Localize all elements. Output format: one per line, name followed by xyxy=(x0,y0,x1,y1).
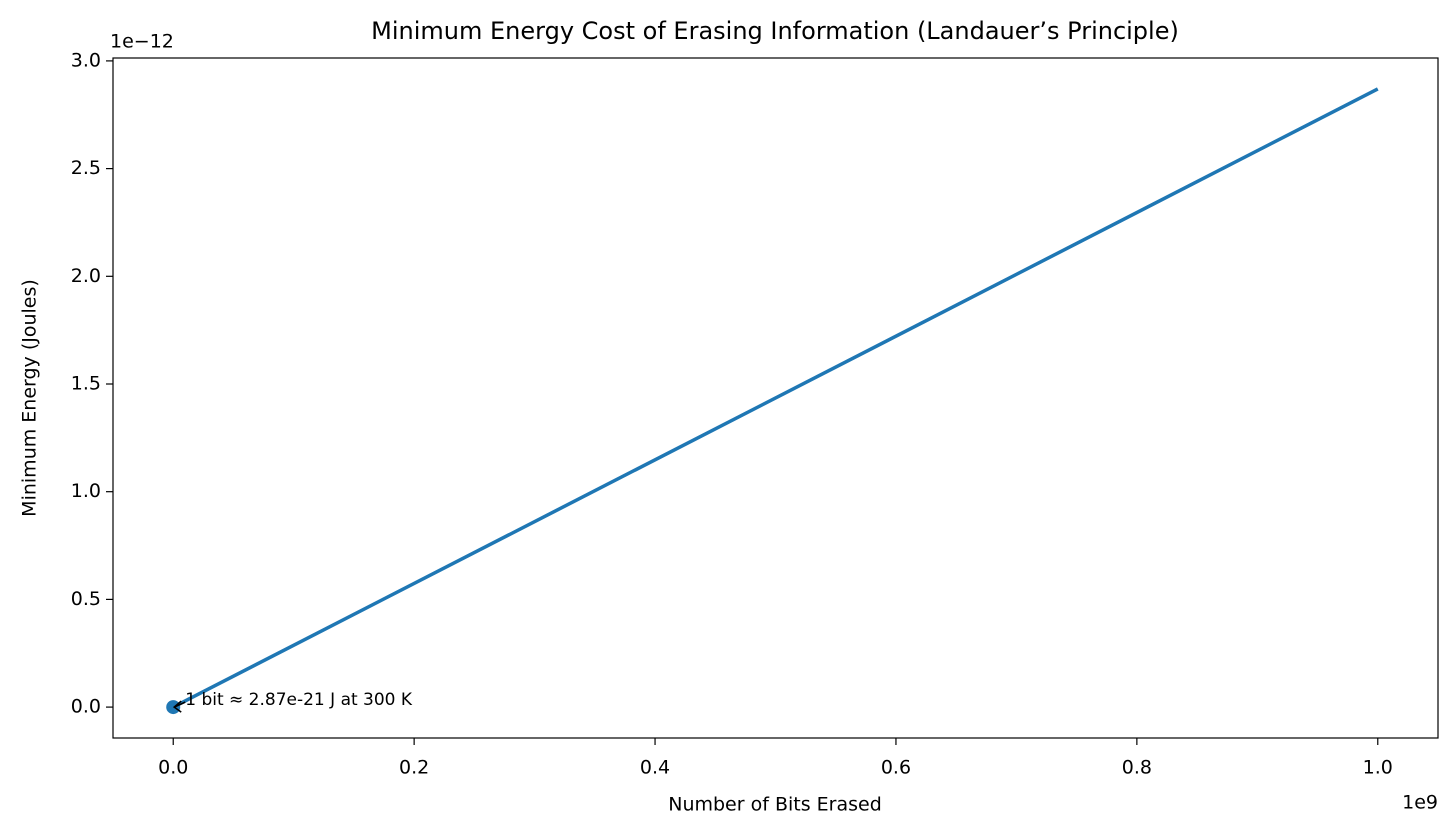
y-tick-label: 2.0 xyxy=(71,265,101,287)
x-tick-label: 0.2 xyxy=(399,757,429,779)
plot-frame xyxy=(112,57,1439,739)
x-tick-label: 0.6 xyxy=(881,757,911,779)
y-tick-label: 0.5 xyxy=(71,588,101,610)
x-tick-label: 0.8 xyxy=(1122,757,1152,779)
y-tick-label: 2.5 xyxy=(71,157,101,179)
chart-title: Minimum Energy Cost of Erasing Informati… xyxy=(371,17,1179,45)
x-offset-label: 1e9 xyxy=(1402,792,1438,814)
y-offset-label: 1e−12 xyxy=(110,31,174,53)
y-tick-label: 1.0 xyxy=(71,480,101,502)
y-axis-label: Minimum Energy (Joules) xyxy=(19,279,41,517)
annotation-arrow xyxy=(172,700,186,713)
y-tick-label: 3.0 xyxy=(71,49,101,71)
y-tick-label: 1.5 xyxy=(71,372,101,394)
x-tick-label: 1.0 xyxy=(1363,757,1393,779)
x-tick-label: 0.4 xyxy=(640,757,670,779)
x-axis-label: Number of Bits Erased xyxy=(668,794,882,816)
annotation: 1 bit ≈ 2.87e-21 J at 300 K xyxy=(185,690,413,710)
x-tick-label: 0.0 xyxy=(158,757,188,779)
data-line xyxy=(172,87,1379,709)
y-tick-label: 0.0 xyxy=(71,696,101,718)
